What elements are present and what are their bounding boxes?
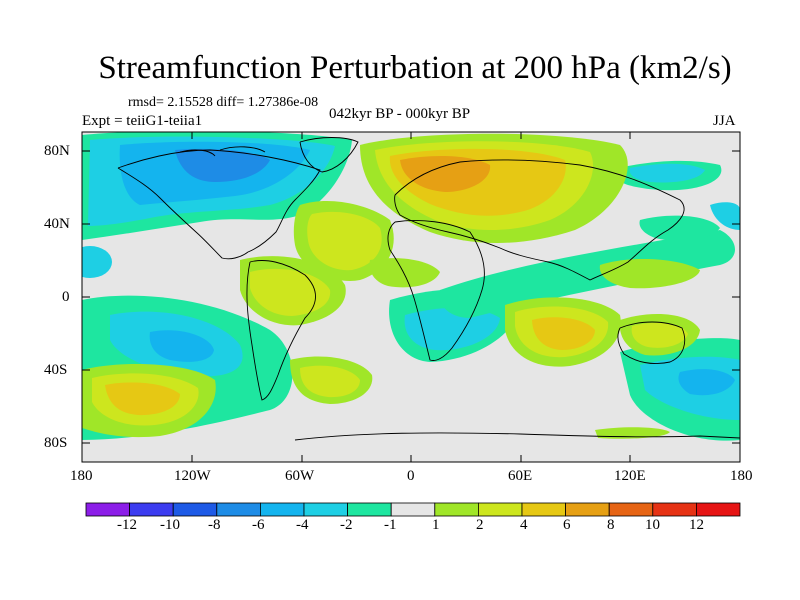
greenland-coast (299, 137, 359, 173)
colorbar-label: -6 (252, 517, 265, 533)
colorbar-label: 2 (476, 517, 484, 533)
colorbar-label: -1 (384, 517, 397, 533)
anomaly-region (599, 258, 700, 289)
anomaly-region (629, 163, 705, 183)
lon-label: 0 (407, 468, 415, 484)
lon-label: 120W (174, 468, 211, 484)
positive-anomalies (82, 133, 700, 439)
colorbar-swatch (652, 502, 697, 517)
colorbar-swatch (390, 502, 436, 517)
anomaly-region (369, 258, 440, 288)
streamfunction-field (82, 132, 740, 462)
lon-ticks (191, 132, 631, 462)
period-text: 042kyr BP - 000kyr BP (329, 106, 471, 122)
lon-label: 60E (508, 468, 533, 484)
anomaly-region (678, 369, 735, 396)
colorbar-label: -2 (340, 517, 353, 533)
colorbar-label: 8 (607, 517, 615, 533)
anomaly-region (595, 427, 670, 439)
europe-asia-coast (394, 159, 685, 281)
season-text: JJA (713, 113, 736, 129)
colorbar-label: -8 (208, 517, 221, 533)
anomaly-region (82, 246, 112, 278)
antarctica-coast (294, 432, 740, 441)
anomaly-region (300, 365, 360, 398)
south-america-coast (246, 260, 316, 401)
anomaly-region (175, 148, 270, 182)
arctic-islands-coast (179, 146, 266, 157)
anomaly-region (631, 322, 688, 348)
anomaly-region (439, 230, 735, 318)
anomaly-region (532, 317, 595, 350)
australia-coast (617, 321, 686, 365)
lat-label: 80N (44, 143, 70, 159)
colorbar (85, 502, 741, 517)
colorbar-swatch (608, 502, 654, 517)
anomaly-region (149, 330, 214, 362)
anomaly-region (639, 215, 720, 241)
colorbar-label: 4 (520, 517, 528, 533)
anomaly-region (307, 211, 382, 271)
colorbar-swatch (216, 502, 261, 517)
lat-label: 80S (44, 435, 68, 451)
experiment-text: Expt = teiiG1-teiia1 (82, 113, 203, 129)
colorbar-swatch (477, 502, 523, 517)
north-america-coast (117, 149, 321, 260)
colorbar-swatch (696, 502, 741, 517)
lat-label: 40S (44, 362, 68, 378)
negative-anomalies (82, 132, 740, 441)
colorbar-swatch (521, 502, 566, 517)
colorbar-swatch (129, 502, 174, 517)
colorbar-label: 6 (563, 517, 571, 533)
lat-label: 40N (44, 216, 70, 232)
colorbar-swatch (303, 502, 348, 517)
anomaly-region (710, 202, 740, 230)
anomaly-region (404, 307, 500, 351)
lat-label: 0 (62, 289, 70, 305)
anomaly-region (400, 155, 491, 192)
lon-label: 120E (614, 468, 646, 484)
colorbar-label: -4 (296, 517, 309, 533)
anomaly-region (105, 382, 180, 416)
colorbar-label: 12 (689, 517, 704, 533)
rmsd-text: rmsd= 2.15528 diff= 1.27386e-08 (128, 95, 319, 110)
colorbar-swatch (434, 502, 479, 517)
africa-coast (387, 220, 485, 361)
chart-title: Streamfunction Perturbation at 200 hPa (… (98, 50, 732, 86)
lon-label: 180 (70, 468, 93, 484)
colorbar-swatch (259, 502, 305, 517)
colorbar-label: 1 (432, 517, 440, 533)
lon-label: 180 (730, 468, 753, 484)
colorbar-swatch (172, 502, 218, 517)
lon-label: 60W (285, 468, 315, 484)
colorbar-label: -10 (160, 517, 180, 533)
coastlines (117, 137, 740, 441)
colorbar-label: -12 (117, 517, 137, 533)
colorbar-label: 10 (645, 517, 660, 533)
colorbar-swatch (347, 502, 392, 517)
colorbar-swatch (565, 502, 610, 517)
colorbar-swatch (85, 502, 130, 517)
lat-ticks (82, 150, 740, 444)
